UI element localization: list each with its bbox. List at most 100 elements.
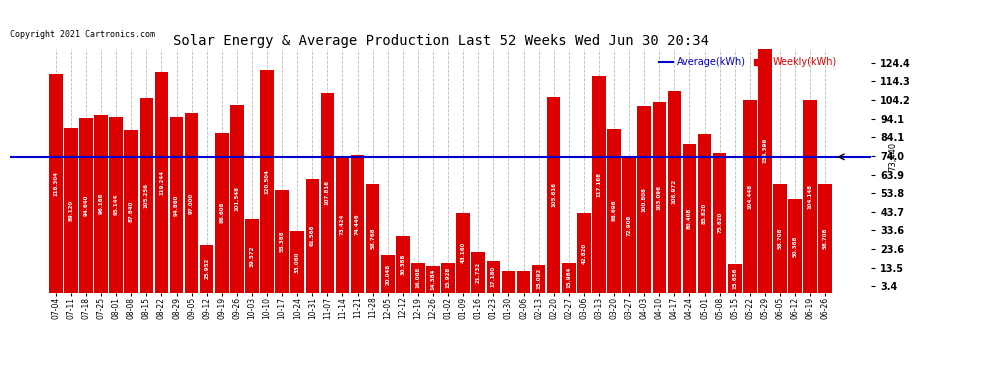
Bar <box>592 76 606 292</box>
Text: 73.424: 73.424 <box>340 214 345 236</box>
Text: 15.928: 15.928 <box>446 267 450 288</box>
Text: 50.388: 50.388 <box>793 235 798 256</box>
Legend: Average(kWh), Weekly(kWh): Average(kWh), Weekly(kWh) <box>654 54 841 71</box>
Bar <box>743 100 756 292</box>
Bar <box>125 130 138 292</box>
Text: Copyright 2021 Cartronics.com: Copyright 2021 Cartronics.com <box>10 30 154 39</box>
Text: 118.304: 118.304 <box>53 171 58 196</box>
Text: 15.092: 15.092 <box>537 268 542 289</box>
Bar <box>290 231 304 292</box>
Bar <box>185 113 198 292</box>
Text: 25.952: 25.952 <box>204 258 209 279</box>
Text: 16.068: 16.068 <box>416 267 421 288</box>
Bar <box>275 190 289 292</box>
Text: 104.448: 104.448 <box>747 183 752 209</box>
Text: 85.820: 85.820 <box>702 202 707 224</box>
Text: 87.840: 87.840 <box>129 201 134 222</box>
Text: 88.696: 88.696 <box>612 200 617 221</box>
Text: 107.816: 107.816 <box>325 180 330 206</box>
Text: 74.446: 74.446 <box>355 213 360 234</box>
Text: 104.148: 104.148 <box>808 184 813 209</box>
Bar <box>728 264 742 292</box>
Bar <box>713 153 727 292</box>
Bar <box>517 270 531 292</box>
Text: 72.908: 72.908 <box>627 214 632 236</box>
Bar <box>79 118 93 292</box>
Text: 120.504: 120.504 <box>264 169 269 194</box>
Text: 100.808: 100.808 <box>642 187 646 212</box>
Bar <box>321 93 335 292</box>
Bar <box>442 263 454 292</box>
Text: 14.384: 14.384 <box>431 268 436 290</box>
Bar <box>381 255 395 292</box>
Text: 17.180: 17.180 <box>491 266 496 287</box>
Bar <box>546 98 560 292</box>
Bar <box>427 266 440 292</box>
Bar <box>246 219 258 292</box>
Bar <box>502 271 515 292</box>
Text: 58.708: 58.708 <box>777 228 782 249</box>
Title: Solar Energy & Average Production Last 52 Weeks Wed Jun 30 20:34: Solar Energy & Average Production Last 5… <box>172 34 709 48</box>
Bar <box>336 157 349 292</box>
Text: 95.144: 95.144 <box>114 194 119 215</box>
Bar <box>306 179 319 292</box>
Bar <box>396 236 410 292</box>
Text: 105.256: 105.256 <box>144 183 148 208</box>
Bar <box>773 184 787 292</box>
Bar <box>698 134 712 292</box>
Text: 55.388: 55.388 <box>279 231 285 252</box>
Bar <box>623 158 636 292</box>
Text: 20.048: 20.048 <box>385 263 390 285</box>
Text: 39.572: 39.572 <box>249 245 254 267</box>
Bar <box>532 265 545 292</box>
Bar <box>169 117 183 292</box>
Bar <box>94 115 108 292</box>
Bar <box>50 74 62 292</box>
Text: 73,440: 73,440 <box>888 142 897 171</box>
Text: 103.096: 103.096 <box>656 185 661 210</box>
Text: 94.640: 94.640 <box>83 194 88 216</box>
Bar <box>562 263 575 292</box>
Text: 43.160: 43.160 <box>460 242 465 263</box>
Text: 42.820: 42.820 <box>581 242 586 264</box>
Bar <box>230 105 244 292</box>
Text: 154.396: 154.396 <box>762 137 767 163</box>
Bar <box>154 72 168 292</box>
Text: 75.620: 75.620 <box>717 212 722 233</box>
Text: 30.388: 30.388 <box>400 254 405 275</box>
Text: 58.708: 58.708 <box>823 228 828 249</box>
Bar <box>638 106 651 292</box>
Bar <box>215 133 229 292</box>
Text: 86.608: 86.608 <box>220 202 225 223</box>
Bar <box>804 100 817 292</box>
Text: 119.244: 119.244 <box>159 170 164 195</box>
Text: 15.656: 15.656 <box>733 267 738 289</box>
Text: 101.548: 101.548 <box>235 186 240 211</box>
Bar <box>819 184 832 292</box>
Text: 105.616: 105.616 <box>551 183 556 207</box>
Text: 94.860: 94.860 <box>174 194 179 216</box>
Text: 33.060: 33.060 <box>295 251 300 273</box>
Bar <box>366 184 379 292</box>
Bar <box>411 263 425 292</box>
Text: 108.972: 108.972 <box>672 179 677 204</box>
Text: 97.000: 97.000 <box>189 192 194 213</box>
Bar <box>260 70 274 292</box>
Bar <box>577 213 591 292</box>
Bar <box>788 200 802 292</box>
Bar <box>758 8 771 292</box>
Text: 117.168: 117.168 <box>596 172 602 197</box>
Bar <box>350 155 364 292</box>
Bar <box>471 252 485 292</box>
Text: 80.408: 80.408 <box>687 208 692 229</box>
Bar <box>667 91 681 292</box>
Bar <box>607 129 621 292</box>
Text: 21.732: 21.732 <box>476 262 481 283</box>
Bar <box>140 98 153 292</box>
Bar <box>683 144 696 292</box>
Bar <box>110 117 123 292</box>
Text: 15.964: 15.964 <box>566 267 571 288</box>
Bar <box>486 261 500 292</box>
Text: 89.120: 89.120 <box>68 200 73 221</box>
Bar <box>456 213 470 292</box>
